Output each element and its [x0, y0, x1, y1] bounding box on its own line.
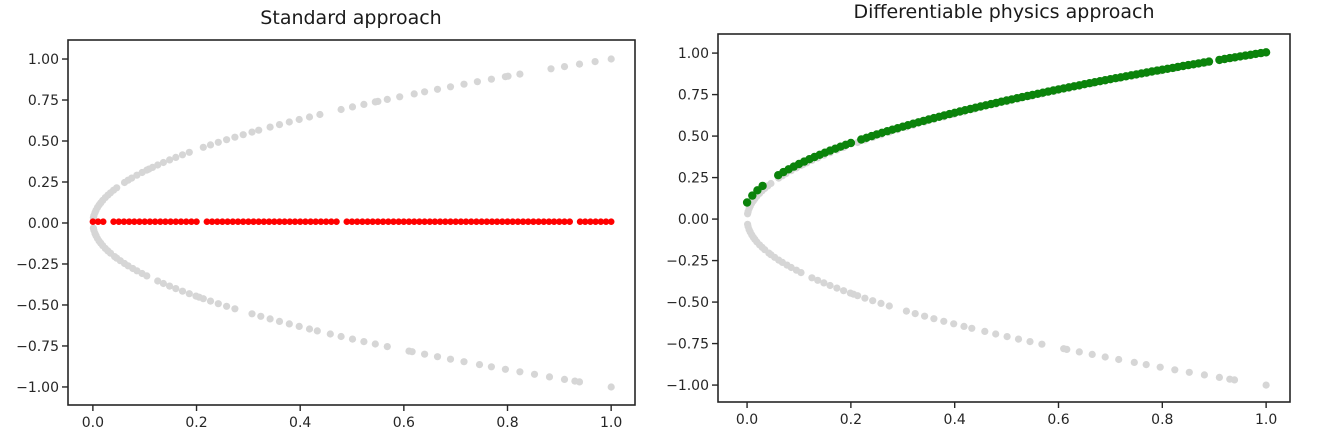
series-data-lower-branch — [89, 224, 615, 391]
standard-plot-title: Standard approach — [260, 7, 442, 29]
x-tick-label: 0.8 — [1151, 412, 1173, 428]
y-tick-label: 0.75 — [678, 88, 709, 104]
x-tick-label: 0.0 — [82, 415, 104, 431]
y-axis: −1.00 −0.75 −0.50 −0.25 0.00 0.25 0.50 0.75 1.00 — [16, 52, 68, 396]
series-data-upper-branch — [744, 49, 1270, 218]
y-tick-label: −1.00 — [16, 380, 59, 396]
x-axis: 0.0 0.2 0.4 0.6 0.8 1.0 — [82, 405, 622, 431]
y-tick-label: −0.25 — [16, 257, 59, 273]
y-tick-label: 0.00 — [678, 212, 709, 228]
y-tick-label: −0.50 — [666, 295, 709, 311]
scatter-layer — [89, 55, 615, 391]
y-tick-label: 0.25 — [28, 175, 59, 191]
scatter-layer — [742, 48, 1271, 389]
x-tick-label: 0.4 — [944, 412, 966, 428]
y-tick-label: 0.25 — [678, 171, 709, 187]
series-data-lower-branch — [744, 220, 1270, 389]
y-tick-label: −0.75 — [16, 339, 59, 355]
y-tick-label: 0.00 — [28, 216, 59, 232]
y-axis: −1.00 −0.75 −0.50 −0.25 0.00 0.25 0.50 0.75 1.00 — [666, 46, 718, 394]
y-tick-label: −0.25 — [666, 254, 709, 270]
x-tick-label: 1.0 — [1255, 412, 1277, 428]
x-tick-label: 0.2 — [840, 412, 862, 428]
diffphys-plot-canvas: 0.0 0.2 0.4 0.6 0.8 1.0 −1.00 −0.75 −0.50 −0.25 0.… — [666, 33, 1291, 428]
series-data-upper-branch — [89, 55, 615, 222]
series-nn-prediction-standard — [89, 218, 615, 225]
x-tick-label: 0.2 — [185, 415, 207, 431]
y-tick-label: 0.75 — [28, 93, 59, 109]
x-tick-label: 0.6 — [393, 415, 415, 431]
axes-spines — [717, 33, 1291, 403]
diffphys-plot-title: Differentiable physics approach — [853, 1, 1155, 23]
y-tick-label: −0.50 — [16, 298, 59, 314]
series-nn-prediction-diffphys — [742, 48, 1271, 207]
x-axis: 0.0 0.2 0.4 0.6 0.8 1.0 — [736, 402, 1277, 428]
x-tick-label: 0.4 — [289, 415, 311, 431]
y-tick-label: 0.50 — [678, 129, 709, 145]
y-tick-label: 1.00 — [28, 52, 59, 68]
y-tick-label: −1.00 — [666, 378, 709, 394]
x-tick-label: 1.0 — [600, 415, 622, 431]
x-tick-label: 0.6 — [1047, 412, 1069, 428]
y-tick-label: 0.50 — [28, 134, 59, 150]
standard-plot-canvas: 0.0 0.2 0.4 0.6 0.8 1.0 −1.00 −0.75 −0.50 −0.25 0.… — [16, 39, 636, 431]
y-tick-label: −0.75 — [666, 337, 709, 353]
x-tick-label: 0.0 — [736, 412, 758, 428]
x-tick-label: 0.8 — [496, 415, 518, 431]
y-tick-label: 1.00 — [678, 46, 709, 62]
